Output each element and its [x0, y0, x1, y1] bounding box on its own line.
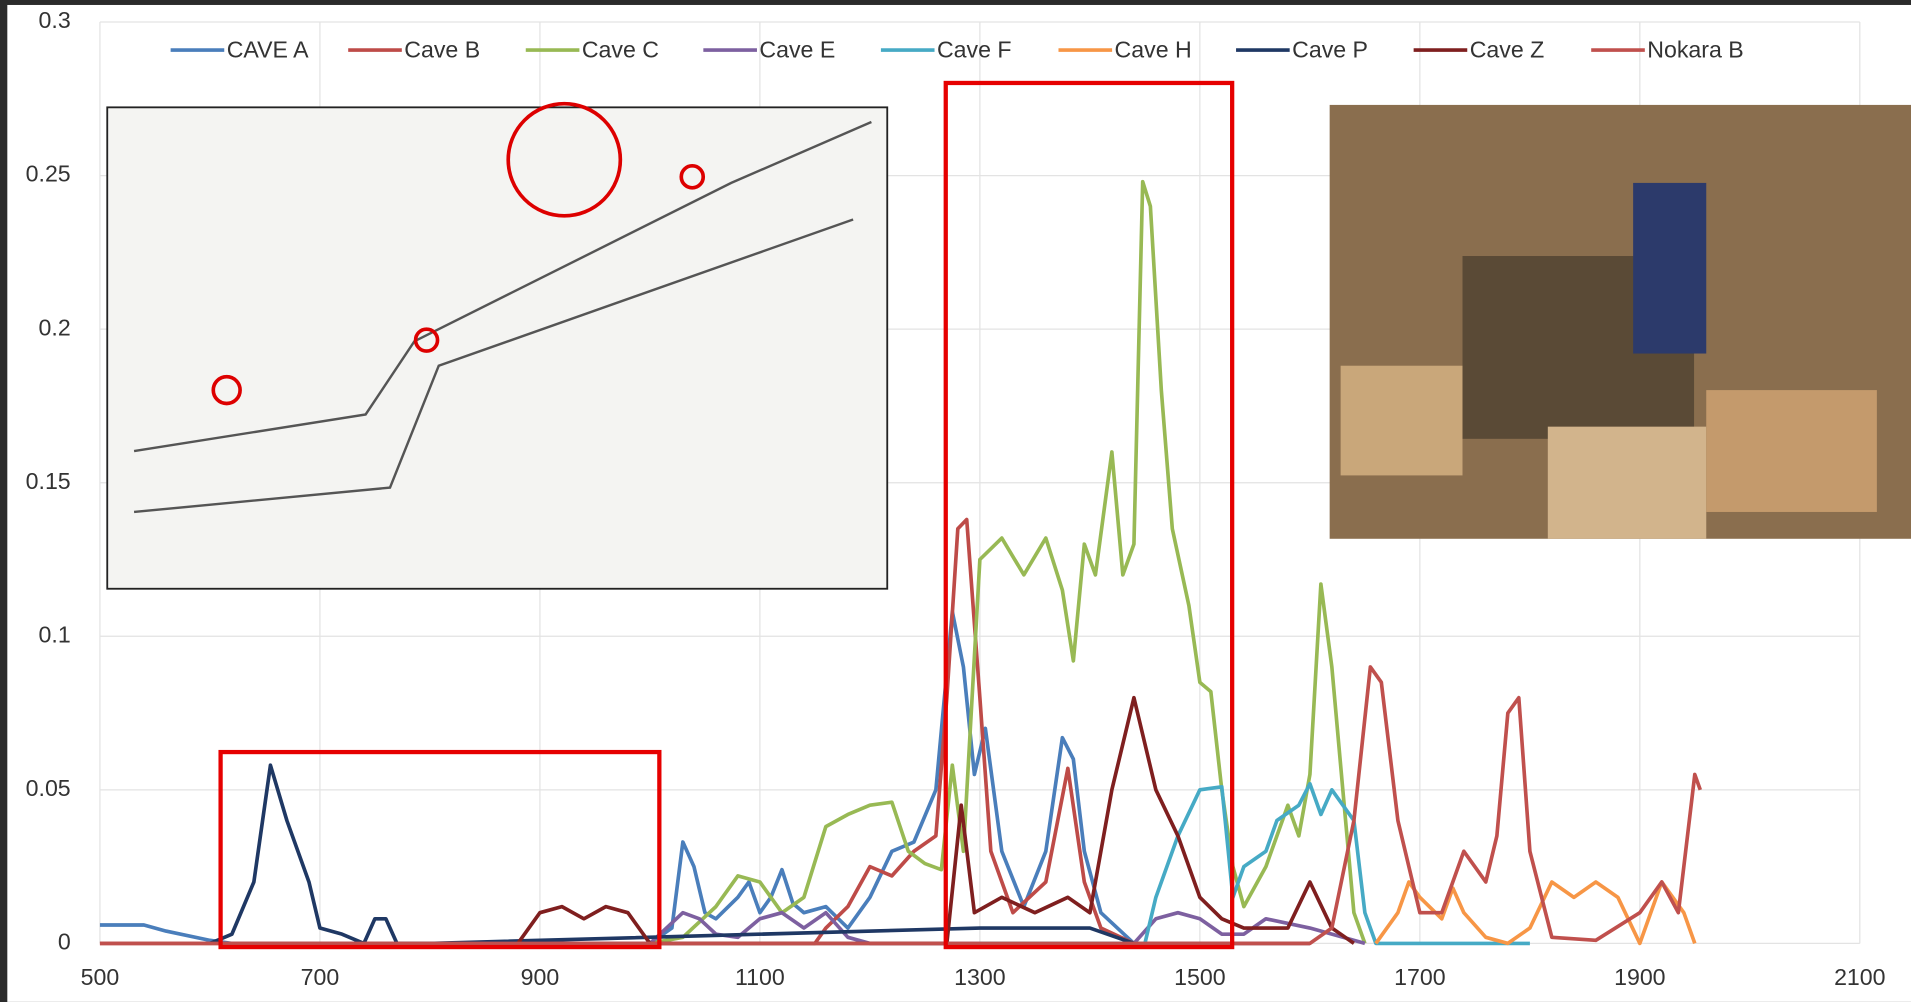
legend-label: Cave F — [937, 36, 1012, 62]
x-tick-label: 1100 — [735, 964, 785, 990]
highlight-box — [218, 749, 662, 950]
series-line — [516, 695, 1355, 946]
legend-label: Cave E — [759, 36, 835, 62]
series-line — [979, 781, 1530, 946]
x-tick-label: 1500 — [1174, 964, 1225, 990]
y-tick-label: 0.05 — [26, 775, 71, 801]
lines — [99, 179, 1702, 946]
series-line — [99, 609, 1310, 946]
y-tick-label: 0.3 — [39, 7, 71, 33]
x-tick-label: 500 — [81, 964, 120, 990]
y-tick-label: 0.25 — [26, 161, 71, 187]
y-tick-label: 0.2 — [39, 314, 71, 340]
legend-label: Cave P — [1292, 36, 1368, 62]
image-placeholder — [106, 106, 889, 590]
y-tick-label: 0.1 — [39, 621, 71, 647]
x-tick-label: 1300 — [954, 964, 1005, 990]
x-tick-label: 1900 — [1614, 964, 1665, 990]
series-line — [99, 665, 1702, 946]
y-tick-label: 0.15 — [26, 468, 71, 494]
photo-box — [1706, 390, 1877, 512]
highlight-circle — [413, 327, 440, 353]
legend-label: Cave Z — [1470, 36, 1545, 62]
legend-label: Nokara B — [1647, 36, 1743, 62]
highlight-circle — [506, 101, 623, 218]
x-tick-label: 900 — [521, 964, 560, 990]
legend-label: CAVE A — [227, 36, 309, 62]
legend-label: Cave B — [404, 36, 480, 62]
photo-box — [1547, 426, 1707, 539]
legend-label: Cave H — [1115, 36, 1192, 62]
inset-drawing — [106, 101, 889, 590]
series-line — [99, 517, 1310, 946]
x-tick-label: 700 — [301, 964, 340, 990]
tick-labels: 0 0.05 0.1 0.15 0.2 0.25 0.3 500 700 900 1100 1300 1… — [26, 7, 1886, 990]
inset-photo — [1329, 104, 1911, 539]
x-tick-label: 1700 — [1394, 964, 1445, 990]
legend: CAVE A Cave B Cave C Cave E Cave F Cave H Cave… — [170, 36, 1744, 62]
series-line — [649, 179, 1367, 946]
series-line — [209, 763, 1135, 946]
legend-label: Cave C — [582, 36, 659, 62]
photo-box — [1340, 365, 1463, 476]
series-line — [1374, 880, 1697, 946]
highlight-circle — [679, 164, 706, 190]
photo-person — [1633, 182, 1707, 354]
sketch-lines — [133, 120, 872, 514]
highlight-circle — [211, 374, 242, 406]
x-tick-label: 2100 — [1834, 964, 1885, 990]
y-tick-label: 0 — [58, 929, 71, 955]
highlight-box — [943, 80, 1235, 950]
